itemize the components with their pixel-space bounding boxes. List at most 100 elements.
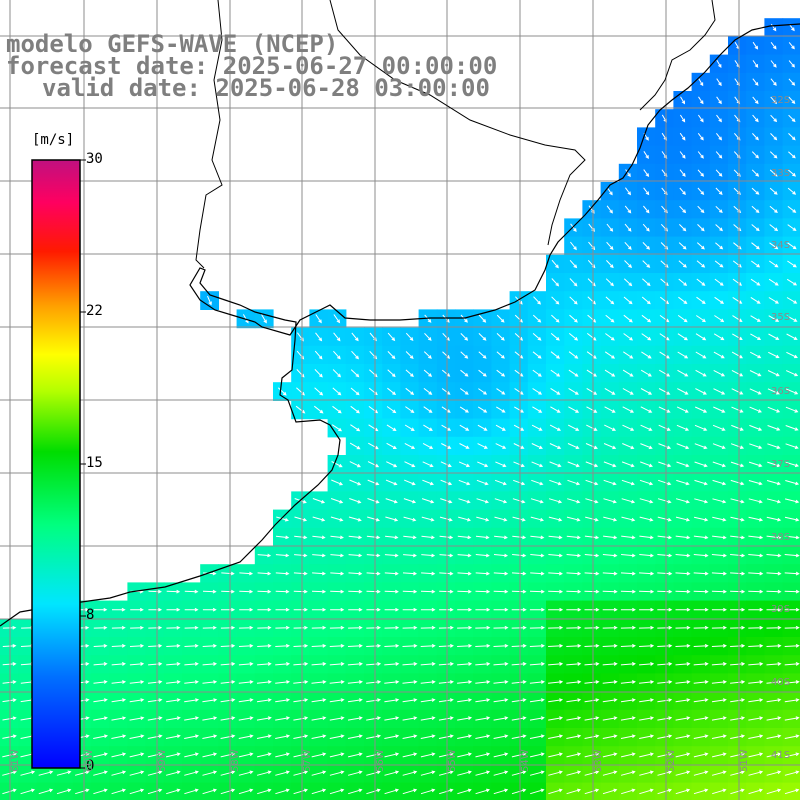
wind-arrow <box>584 662 600 666</box>
wind-arrow <box>333 350 341 360</box>
wind-arrow <box>566 589 582 594</box>
colorbar-tick-15: 15 <box>86 455 103 471</box>
coastline <box>0 23 800 627</box>
wind-arrow <box>713 369 726 377</box>
wind-arrow <box>349 461 361 468</box>
wind-arrow <box>730 498 745 504</box>
wind-arrow <box>20 788 35 795</box>
wind-arrow <box>566 734 582 739</box>
wind-arrow <box>366 571 381 576</box>
wind-arrow <box>716 78 722 87</box>
wind-arrow <box>423 406 433 413</box>
wind-arrow <box>238 680 254 684</box>
wind-arrow <box>585 479 599 486</box>
wind-arrow <box>716 60 722 69</box>
wind-arrow <box>766 734 782 739</box>
wind-arrow <box>420 680 436 684</box>
wind-arrow <box>602 752 618 758</box>
lon-label: 54W <box>520 749 531 772</box>
wind-arrow <box>621 479 635 486</box>
wind-arrow <box>238 643 254 648</box>
wind-arrow <box>675 535 691 540</box>
wind-arrow <box>277 387 287 396</box>
wind-arrow <box>350 369 360 378</box>
wind-arrow <box>748 680 764 684</box>
wind-arrow <box>147 698 163 703</box>
wind-arrow <box>716 132 723 141</box>
wind-arrow <box>788 133 796 141</box>
wind-arrow <box>420 607 436 612</box>
wind-arrow <box>384 553 399 558</box>
wind-arrow <box>460 369 469 377</box>
wind-arrow <box>679 151 686 159</box>
wind-arrow <box>330 571 345 576</box>
wind-arrow <box>457 625 473 630</box>
wind-arrow <box>784 607 800 612</box>
wind-arrow <box>566 698 582 703</box>
wind-arrow <box>693 698 709 703</box>
wind-arrow <box>749 388 762 395</box>
wind-arrow <box>495 424 506 431</box>
wind-arrow <box>693 625 709 630</box>
wind-arrow <box>238 770 254 776</box>
wind-arrow <box>366 589 381 594</box>
wind-arrow <box>367 516 381 522</box>
wind-arrow <box>767 370 780 377</box>
wind-arrow <box>784 662 800 666</box>
wind-arrow <box>238 788 254 795</box>
wind-arrow <box>766 716 782 721</box>
wind-arrow <box>551 296 560 305</box>
wind-arrow <box>620 752 636 758</box>
wind-arrow <box>331 424 343 432</box>
wind-arrow <box>495 461 507 468</box>
wind-arrow <box>293 698 309 703</box>
lon-label: 56W <box>375 749 386 772</box>
wind-arrow <box>38 788 54 795</box>
wind-arrow <box>475 643 491 648</box>
wind-arrow <box>584 643 600 648</box>
colorbar-tick-30: 30 <box>86 151 103 167</box>
wind-arrow <box>750 296 761 304</box>
wind-arrow <box>730 680 746 684</box>
wind-arrow <box>748 553 764 558</box>
wind-arrow <box>38 770 54 776</box>
wind-arrow <box>711 734 727 739</box>
wind-arrow <box>787 169 797 177</box>
wind-arrow <box>293 734 309 739</box>
wind-arrow <box>112 607 126 612</box>
wind-arrow <box>368 424 379 432</box>
wind-arrow <box>423 351 432 359</box>
wind-arrow <box>730 788 745 795</box>
wind-arrow <box>621 498 636 504</box>
wind-arrow <box>657 516 672 522</box>
wind-arrow <box>148 589 162 594</box>
wind-arrow <box>261 314 267 324</box>
wind-arrow <box>567 424 580 431</box>
wind-arrow <box>333 314 341 324</box>
wind-arrow <box>711 752 727 758</box>
wind-arrow <box>584 607 600 612</box>
wind-arrow <box>641 296 651 305</box>
wind-arrow <box>438 734 454 739</box>
wind-arrow <box>658 461 672 468</box>
wind-arrow <box>347 734 363 739</box>
wind-arrow <box>566 535 581 540</box>
wind-arrow <box>530 516 545 522</box>
wind-arrow <box>604 387 616 395</box>
wind-arrow <box>496 333 505 341</box>
wind-arrow <box>311 716 327 721</box>
wind-arrow <box>766 662 782 666</box>
wind-arrow <box>640 443 653 450</box>
wind-arrow <box>513 461 525 468</box>
wind-arrow <box>620 680 636 684</box>
wind-arrow <box>657 498 672 504</box>
lat-label: 33S <box>771 168 791 179</box>
wind-arrow <box>220 734 236 739</box>
wind-arrow <box>329 643 345 648</box>
wind-arrow <box>569 259 578 269</box>
wind-arrow <box>496 388 506 395</box>
wind-arrow <box>568 369 579 377</box>
wind-arrow <box>785 443 799 449</box>
wind-arrow <box>693 716 709 721</box>
